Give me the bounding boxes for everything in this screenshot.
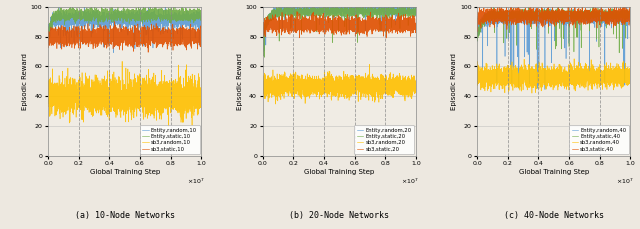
Title: (a) 10-Node Networks: (a) 10-Node Networks — [75, 211, 175, 220]
Legend: Entity,random,20, Entity,static,20, sb3,random,20, sb3,static,20: Entity,random,20, Entity,static,20, sb3,… — [355, 125, 414, 154]
X-axis label: Global Training Step: Global Training Step — [518, 169, 589, 175]
Legend: Entity,random,40, Entity,static,40, sb3,random,40, sb3,static,40: Entity,random,40, Entity,static,40, sb3,… — [569, 125, 629, 154]
Title: (c) 40-Node Networks: (c) 40-Node Networks — [504, 211, 604, 220]
Title: (b) 20-Node Networks: (b) 20-Node Networks — [289, 211, 389, 220]
X-axis label: Global Training Step: Global Training Step — [90, 169, 160, 175]
Text: $\times10^7$: $\times10^7$ — [187, 177, 204, 186]
Y-axis label: Episodic Reward: Episodic Reward — [237, 53, 243, 110]
Text: $\times10^7$: $\times10^7$ — [401, 177, 419, 186]
Y-axis label: Episodic Reward: Episodic Reward — [22, 53, 28, 110]
X-axis label: Global Training Step: Global Training Step — [304, 169, 374, 175]
Y-axis label: Episodic Reward: Episodic Reward — [451, 53, 457, 110]
Legend: Entity,random,10, Entity,static,10, sb3,random,10, sb3,static,10: Entity,random,10, Entity,static,10, sb3,… — [140, 125, 200, 154]
Text: $\times10^7$: $\times10^7$ — [616, 177, 634, 186]
